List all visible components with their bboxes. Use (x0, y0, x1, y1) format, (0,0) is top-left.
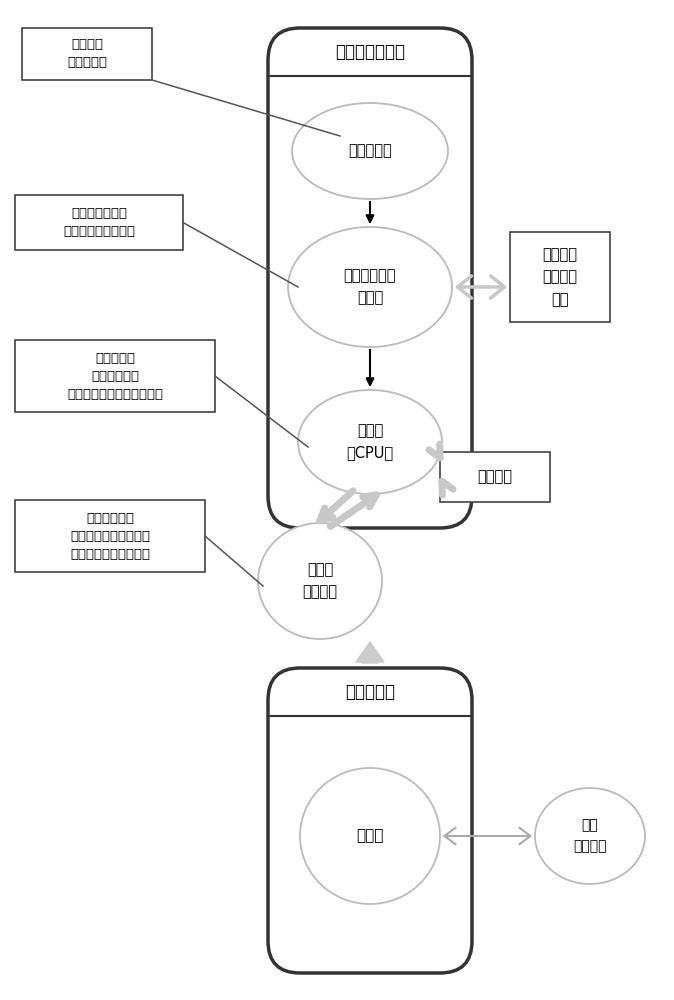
Text: 摄像头: 摄像头 (357, 828, 384, 844)
Ellipse shape (298, 390, 442, 494)
Text: 处理器
（CPU）: 处理器 （CPU） (346, 423, 394, 461)
Text: 存储器
（内存）: 存储器 （内存） (303, 562, 338, 600)
Text: 判断图片
的有效性
模块: 判断图片 的有效性 模块 (543, 247, 578, 307)
Ellipse shape (258, 523, 382, 639)
Text: 获取手机正面与
基准面的夹角和方向: 获取手机正面与 基准面的夹角和方向 (63, 207, 135, 238)
Text: 数据的存储：
原始图片、面部图片、
瞳孔位置坐标等数据。: 数据的存储： 原始图片、面部图片、 瞳孔位置坐标等数据。 (70, 512, 150, 560)
FancyArrow shape (356, 642, 384, 663)
Text: 获取
图片模块: 获取 图片模块 (574, 819, 607, 853)
Bar (510, 232, 610, 322)
Text: 获取手机
空间的角度: 获取手机 空间的角度 (67, 38, 107, 70)
Text: 根据角度和
距离处理图片
，如果有效提取图片并分析: 根据角度和 距离处理图片 ，如果有效提取图片并分析 (67, 352, 163, 400)
Ellipse shape (535, 788, 645, 884)
Text: 其他模块: 其他模块 (477, 470, 512, 485)
Bar (15, 340, 215, 412)
Text: 图片的获取: 图片的获取 (345, 683, 395, 701)
Ellipse shape (288, 227, 452, 347)
Bar (22, 28, 152, 80)
Text: 判断图片有效性: 判断图片有效性 (335, 43, 405, 61)
Text: 距离感应仪: 距离感应仪 (348, 143, 392, 158)
Bar (15, 500, 205, 572)
Ellipse shape (292, 103, 448, 199)
Bar (15, 195, 183, 250)
FancyBboxPatch shape (268, 28, 472, 528)
Bar (440, 452, 550, 502)
Text: 重力感应仪或
陀螺仪: 重力感应仪或 陀螺仪 (344, 268, 396, 306)
FancyBboxPatch shape (268, 668, 472, 973)
Ellipse shape (300, 768, 440, 904)
